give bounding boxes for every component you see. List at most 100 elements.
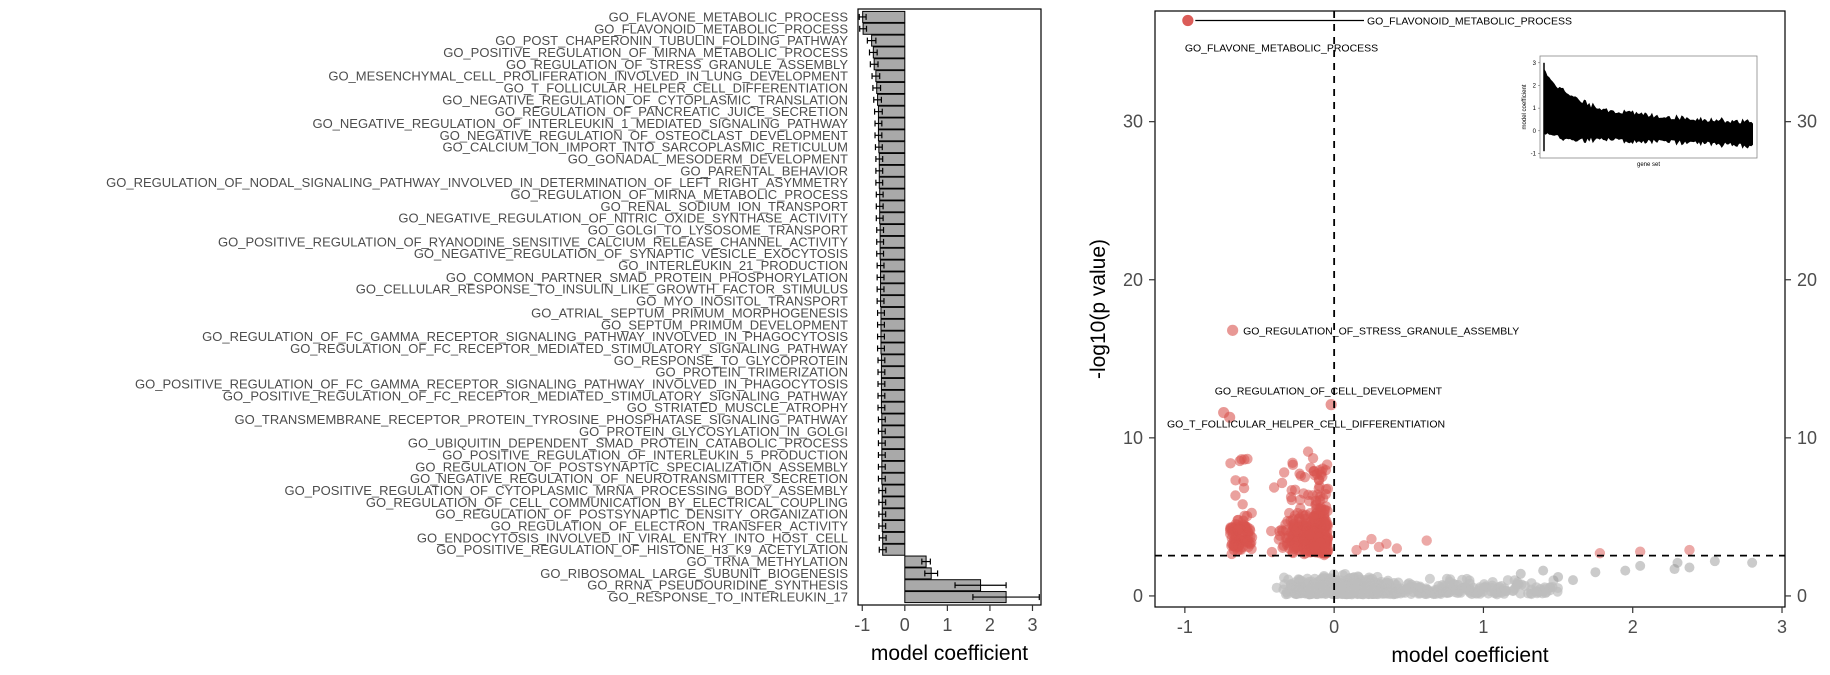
bar-series (858, 10, 1040, 604)
point (1289, 537, 1301, 548)
category-label: GO_RENAL_SODIUM_ION_TRANSPORT (600, 199, 848, 214)
category-label: GO_SEPTUM_PRIMUM_DEVELOPMENT (601, 317, 848, 332)
point (1552, 586, 1563, 597)
highlighted-point (1227, 324, 1239, 336)
point (1620, 565, 1631, 576)
point (1225, 458, 1236, 469)
point (1568, 575, 1579, 586)
category-label: GO_POSITIVE_REGULATION_OF_CYTOPLASMIC_MR… (285, 483, 849, 498)
inset-plot: -1 0 1 2 3 gene set model coefficient (1522, 55, 1758, 168)
point (1538, 565, 1549, 576)
point (1526, 578, 1537, 589)
category-label: GO_REGULATION_OF_NODAL_SIGNALING_PATHWAY… (106, 175, 848, 190)
point (1684, 544, 1695, 556)
point (1304, 529, 1316, 540)
point (1539, 582, 1550, 593)
point (1358, 540, 1370, 551)
point (1321, 519, 1332, 531)
highlighted-point (1224, 411, 1236, 423)
point (1276, 477, 1288, 489)
point (1314, 465, 1325, 476)
point (1684, 562, 1695, 573)
point (1242, 453, 1253, 465)
volcano-annotations: GO_FLAVONOID_METABOLIC_PROCESS GO_FLAVONE… (1167, 15, 1572, 430)
point (1293, 584, 1304, 595)
point (1302, 446, 1314, 457)
category-label: GO_POSITIVE_REGULATION_OF_MIRNA_METABOLI… (443, 45, 848, 60)
point (1635, 560, 1646, 571)
volcano-y-axis: 0 0 10 10 20 20 30 30 (1123, 112, 1817, 606)
inset-x-title: gene set (1637, 162, 1660, 168)
point (1278, 572, 1289, 583)
volcano-points (1182, 14, 1758, 600)
point (1287, 459, 1299, 471)
point (1428, 587, 1439, 598)
point (1337, 569, 1348, 580)
point (1278, 467, 1290, 478)
category-label: GO_ATRIAL_SEPTUM_PRIMUM_MORPHOGENESIS (531, 305, 848, 320)
point (1308, 512, 1320, 524)
category-label: GO_TRNA_METHYLATION (686, 554, 848, 569)
bar (871, 34, 906, 47)
point (1487, 576, 1498, 587)
point (1312, 489, 1323, 500)
point (1747, 557, 1758, 568)
point (1453, 579, 1464, 590)
point (1461, 573, 1472, 584)
y-tick-label-right: 10 (1797, 428, 1817, 448)
point (1280, 519, 1291, 530)
bar-x-axis-title: model coefficient (871, 642, 1028, 665)
category-label: GO_RESPONSE_TO_GLYCOPROTEIN (614, 353, 848, 368)
point (1351, 544, 1362, 556)
point (1266, 546, 1278, 558)
point (1291, 524, 1302, 535)
category-label: GO_GOLGI_TO_LYSOSOME_TRANSPORT (588, 223, 848, 238)
category-label: GO_STRIATED_MUSCLE_ATROPHY (627, 400, 849, 415)
category-label: GO_RIBOSOMAL_LARGE_SUBUNIT_BIOGENESIS (540, 566, 848, 581)
annotation: GO_REGULATION_OF_STRESS_GRANULE_ASSEMBLY (1243, 325, 1519, 337)
bar-chart-panel: GO_FLAVONE_METABOLIC_PROCESSGO_FLAVONOID… (106, 8, 1042, 665)
x-tick-label: 2 (1628, 617, 1638, 637)
point (1337, 589, 1348, 600)
point (1344, 589, 1355, 600)
inset-y-title: model coefficient (1522, 84, 1528, 129)
category-label: GO_UBIQUITIN_DEPENDENT_SMAD_PROTEIN_CATA… (408, 436, 849, 451)
category-label: GO_REGULATION_OF_ELECTRON_TRANSFER_ACTIV… (491, 519, 849, 534)
category-label: GO_REGULATION_OF_FC_RECEPTOR_MEDIATED_ST… (290, 341, 848, 356)
point (1238, 515, 1249, 526)
point (1590, 567, 1601, 578)
point (1309, 541, 1320, 552)
point (1391, 543, 1403, 554)
x-tick-label: 2 (985, 615, 995, 635)
y-tick-label-right: 20 (1797, 270, 1817, 290)
bar (862, 22, 906, 35)
category-label: GO_POSITIVE_REGULATION_OF_INTERLEUKIN_5_… (442, 448, 848, 463)
x-tick-label: 1 (1478, 617, 1488, 637)
point (1372, 586, 1383, 597)
annotation: GO_T_FOLLICULAR_HELPER_CELL_DIFFERENTIAT… (1167, 419, 1445, 431)
category-label: GO_REGULATION_OF_POSTSYNAPTIC_DENSITY_OR… (435, 507, 848, 522)
category-label: GO_REGULATION_OF_POSTSYNAPTIC_SPECIALIZA… (415, 459, 848, 474)
point (1294, 574, 1305, 585)
category-label: GO_NEGATIVE_REGULATION_OF_OSTEOCLAST_DEV… (440, 128, 848, 143)
point (1286, 485, 1297, 496)
point (1311, 503, 1322, 514)
point (1672, 557, 1683, 568)
category-label: GO_TRANSMEMBRANE_RECEPTOR_PROTEIN_TYROSI… (234, 412, 848, 427)
category-label: GO_POST_CHAPERONIN_TUBULIN_FOLDING_PATHW… (495, 33, 848, 48)
point (1297, 509, 1308, 520)
point (1404, 578, 1415, 589)
x-tick-label: 3 (1027, 615, 1037, 635)
bar-x-axis: -1 0 1 2 3 (854, 605, 1037, 635)
category-label: GO_RRNA_PSEUDOURIDINE_SYNTHESIS (587, 578, 848, 593)
inset-tick-label: 1 (1533, 106, 1537, 112)
inset-tick-label: 2 (1533, 83, 1537, 89)
y-tick-label: 10 (1123, 428, 1143, 448)
y-tick-label: 20 (1123, 270, 1143, 290)
annotation: GO_FLAVONOID_METABOLIC_PROCESS (1367, 15, 1572, 27)
bar-plot-frame (857, 8, 1042, 606)
category-label: GO_NEGATIVE_REGULATION_OF_SYNAPTIC_VESIC… (414, 246, 849, 261)
y-tick-label-right: 0 (1797, 586, 1807, 606)
point (1594, 548, 1606, 559)
